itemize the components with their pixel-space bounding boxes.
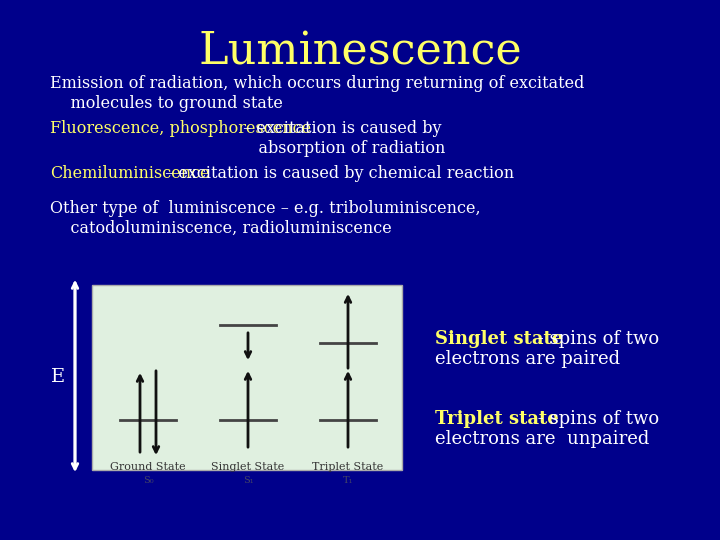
Text: T₁: T₁ (343, 476, 354, 485)
Text: Ground State: Ground State (110, 462, 186, 472)
Text: – excitation is caused by
    absorption of radiation: – excitation is caused by absorption of … (238, 120, 446, 157)
Text: S₁: S₁ (243, 476, 253, 485)
Text: - spins of two: - spins of two (533, 330, 660, 348)
Bar (92, 285, 402, 470)
Text: Emission of radiation, which occurs during returning of excitated
    molecules : Emission of radiation, which occurs duri… (50, 75, 585, 112)
Text: Singlet state: Singlet state (435, 330, 563, 348)
Text: Fluorescence, phosphorescence: Fluorescence, phosphorescence (50, 120, 311, 137)
Text: – excitation is caused by chemical reaction: – excitation is caused by chemical react… (161, 165, 515, 182)
Text: S₀: S₀ (143, 476, 153, 485)
Text: - spins of two: - spins of two (533, 410, 660, 428)
Text: Luminescence: Luminescence (198, 30, 522, 73)
Text: electrons are  unpaired: electrons are unpaired (435, 430, 649, 448)
Text: Singlet State: Singlet State (212, 462, 284, 472)
Text: Triplet state: Triplet state (435, 410, 559, 428)
Text: Chemiluminiscence: Chemiluminiscence (50, 165, 210, 182)
Text: Triplet State: Triplet State (312, 462, 384, 472)
Text: electrons are paired: electrons are paired (435, 350, 620, 368)
Text: E: E (51, 368, 65, 386)
Text: Other type of  luminiscence – e.g. triboluminiscence,
    catodoluminiscence, ra: Other type of luminiscence – e.g. tribol… (50, 200, 481, 237)
